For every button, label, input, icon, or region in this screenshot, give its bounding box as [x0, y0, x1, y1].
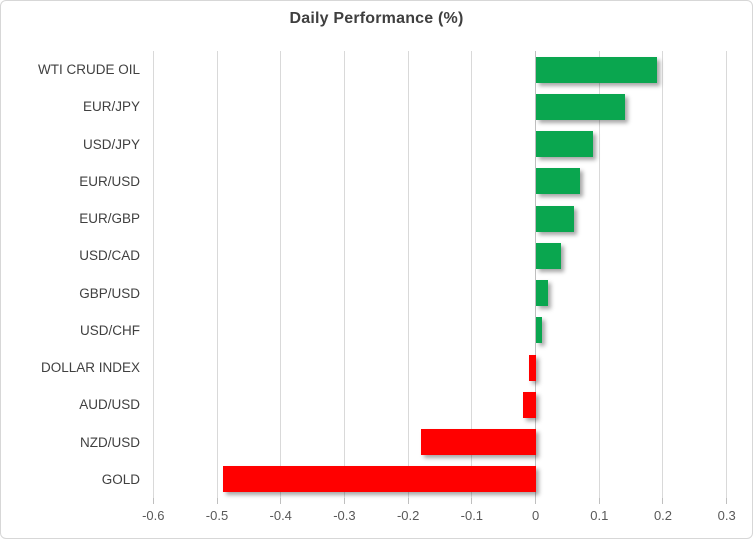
x-axis-tick-mark: [662, 498, 664, 504]
x-tick-label: 0.3: [717, 508, 736, 523]
category-label: EUR/USD: [79, 173, 140, 189]
gridline: [407, 51, 409, 498]
category-label: DOLLAR INDEX: [40, 360, 140, 376]
category-label: WTI CRUDE OIL: [37, 62, 140, 78]
x-axis-tick-mark: [216, 498, 218, 504]
bar-gbp-usd: [535, 280, 549, 307]
x-tick-label: -0.2: [396, 508, 420, 523]
gridline: [216, 51, 218, 498]
gridline: [343, 51, 345, 498]
x-axis-tick-mark: [407, 498, 409, 504]
category-label: NZD/USD: [80, 434, 140, 450]
bar-dollar-index: [529, 354, 536, 381]
category-label: USD/CHF: [80, 322, 140, 338]
x-tick-label: -0.1: [460, 508, 484, 523]
gridline: [471, 51, 473, 498]
x-axis-tick-mark: [598, 498, 600, 504]
x-tick-label: 0.1: [590, 508, 609, 523]
bar-usd-cad: [535, 242, 562, 269]
x-tick-label: 0.2: [653, 508, 673, 523]
x-axis-tick-mark: [280, 498, 282, 504]
x-axis-tick-mark: [535, 498, 537, 504]
category-label: GBP/USD: [79, 285, 140, 301]
category-label: USD/CAD: [79, 248, 140, 264]
x-axis-tick-mark: [152, 498, 154, 504]
gridline: [280, 51, 282, 498]
category-label: EUR/GBP: [79, 211, 140, 227]
gridline: [598, 51, 600, 498]
gridline: [662, 51, 664, 498]
bar-usd-jpy: [535, 131, 593, 158]
gridline: [152, 51, 154, 498]
x-tick-label: -0.6: [142, 508, 165, 523]
bar-gold: [223, 466, 536, 493]
x-axis-tick-mark: [471, 498, 473, 504]
bar-eur-jpy: [535, 93, 625, 120]
bar-wti-crude-oil: [535, 56, 657, 83]
gridline: [726, 51, 728, 498]
x-tick-label: -0.5: [205, 508, 229, 523]
category-label: EUR/JPY: [82, 99, 140, 115]
bar-nzd-usd: [420, 429, 536, 456]
bar-eur-gbp: [535, 205, 574, 232]
chart-title: Daily Performance (%): [289, 10, 464, 27]
bar-aud-usd: [522, 391, 536, 418]
x-tick-label: -0.4: [269, 508, 292, 523]
x-tick-label: -0.3: [333, 508, 356, 523]
category-label: AUD/USD: [79, 397, 140, 413]
bar-usd-chf: [535, 317, 542, 344]
x-tick-label: 0: [531, 508, 540, 523]
category-label: GOLD: [101, 471, 140, 487]
x-axis-tick-mark: [726, 498, 728, 504]
bar-eur-usd: [535, 168, 581, 195]
category-label: USD/JPY: [82, 136, 140, 152]
x-axis-tick-mark: [343, 498, 345, 504]
zero-axis-line: [535, 51, 537, 498]
